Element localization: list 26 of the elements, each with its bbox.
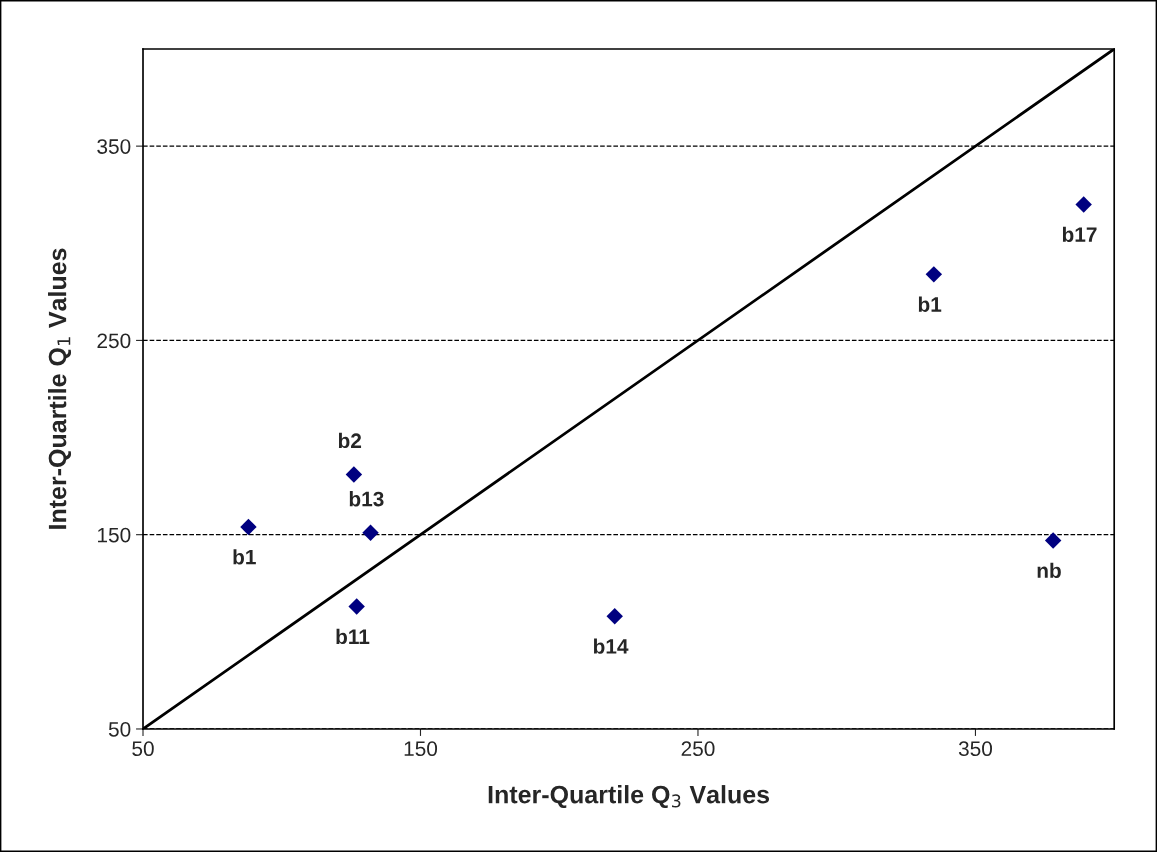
y-tick-label: 250 [97, 333, 131, 349]
point [240, 518, 257, 536]
annotation: nb [1037, 562, 1061, 579]
x-tick-label: 150 [404, 741, 438, 757]
y-axis-title: Inter-Quartile Q$_{1}$ Values [48, 248, 72, 529]
x-tick-label: 350 [958, 741, 993, 757]
annotation: b2 [338, 432, 362, 449]
x-tick-label: 250 [681, 741, 715, 757]
y-tick-label: 50 [108, 721, 131, 737]
point [348, 598, 365, 615]
point [1075, 196, 1092, 213]
x-tick-label: 50 [132, 741, 154, 757]
point [1044, 532, 1062, 549]
point [925, 266, 943, 283]
annotation: b1 [233, 549, 256, 565]
y-tick-label: 150 [98, 527, 131, 543]
annotation: b17 [1062, 226, 1097, 242]
annotation: b1 [918, 296, 942, 312]
point [345, 466, 363, 483]
point [606, 608, 623, 625]
annotation: b11 [336, 628, 370, 645]
annotation: b14 [593, 638, 629, 654]
x-axis-title: Inter-Quartile Q$_{3}$ Values [488, 785, 770, 809]
annotation: b13 [349, 491, 384, 507]
y-tick-label: 350 [97, 139, 131, 154]
point [362, 524, 379, 541]
